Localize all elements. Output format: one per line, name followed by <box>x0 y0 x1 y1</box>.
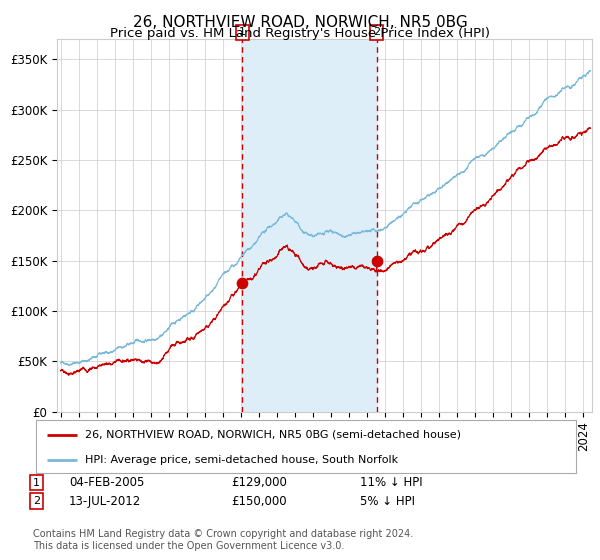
Text: 26, NORTHVIEW ROAD, NORWICH, NR5 0BG (semi-detached house): 26, NORTHVIEW ROAD, NORWICH, NR5 0BG (se… <box>85 430 461 440</box>
Text: Price paid vs. HM Land Registry's House Price Index (HPI): Price paid vs. HM Land Registry's House … <box>110 27 490 40</box>
Text: 1: 1 <box>33 478 40 488</box>
Text: 04-FEB-2005: 04-FEB-2005 <box>69 476 145 489</box>
Text: 11% ↓ HPI: 11% ↓ HPI <box>360 476 422 489</box>
Text: Contains HM Land Registry data © Crown copyright and database right 2024.
This d: Contains HM Land Registry data © Crown c… <box>33 529 413 551</box>
Point <box>238 278 247 287</box>
Bar <box>242 39 377 412</box>
Text: £150,000: £150,000 <box>231 494 287 508</box>
Text: £129,000: £129,000 <box>231 476 287 489</box>
Text: HPI: Average price, semi-detached house, South Norfolk: HPI: Average price, semi-detached house,… <box>85 455 398 465</box>
Point <box>372 256 382 265</box>
Text: 1: 1 <box>239 27 246 38</box>
Text: 26, NORTHVIEW ROAD, NORWICH, NR5 0BG: 26, NORTHVIEW ROAD, NORWICH, NR5 0BG <box>133 15 467 30</box>
Text: 5% ↓ HPI: 5% ↓ HPI <box>360 494 415 508</box>
Text: 2: 2 <box>33 496 40 506</box>
Text: 13-JUL-2012: 13-JUL-2012 <box>69 494 141 508</box>
Text: 2: 2 <box>373 27 380 38</box>
